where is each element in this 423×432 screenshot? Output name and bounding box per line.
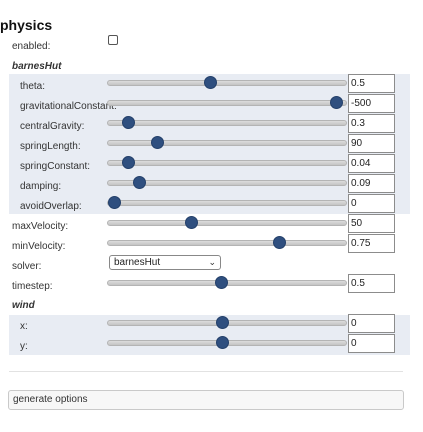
solver-label: solver: bbox=[12, 261, 42, 272]
gravitational-constant-value-input[interactable]: -500 bbox=[348, 94, 395, 113]
damping-slider[interactable] bbox=[107, 176, 347, 189]
wind-y-label: y: bbox=[20, 341, 28, 352]
min-velocity-label: minVelocity: bbox=[12, 241, 66, 252]
central-gravity-label: centralGravity: bbox=[20, 121, 85, 132]
gravitational-constant-slider-handle[interactable] bbox=[330, 96, 343, 109]
min-velocity-slider[interactable] bbox=[107, 236, 347, 249]
wind-x-label: x: bbox=[20, 321, 28, 332]
spring-length-slider[interactable] bbox=[107, 136, 347, 149]
solver-selected-value: barnesHut bbox=[114, 257, 161, 268]
damping-value-input[interactable]: 0.09 bbox=[348, 174, 395, 193]
gravitational-constant-label: gravitationalConstant: bbox=[20, 101, 117, 112]
chevron-down-icon: ⌄ bbox=[208, 257, 216, 267]
min-velocity-value-input[interactable]: 0.75 bbox=[348, 234, 395, 253]
theta-value-input[interactable]: 0.5 bbox=[348, 74, 395, 93]
gravitational-constant-slider[interactable] bbox=[107, 96, 347, 109]
theta-slider-handle[interactable] bbox=[204, 76, 217, 89]
spring-constant-value-input[interactable]: 0.04 bbox=[348, 154, 395, 173]
central-gravity-slider[interactable] bbox=[107, 116, 347, 129]
max-velocity-slider[interactable] bbox=[107, 216, 347, 229]
central-gravity-slider-handle[interactable] bbox=[122, 116, 135, 129]
divider bbox=[9, 371, 403, 372]
timestep-slider-handle[interactable] bbox=[215, 276, 228, 289]
timestep-label: timestep: bbox=[12, 281, 53, 292]
avoid-overlap-slider-handle[interactable] bbox=[108, 196, 121, 209]
barneshut-subheader: barnesHut bbox=[12, 61, 62, 72]
max-velocity-slider-handle[interactable] bbox=[185, 216, 198, 229]
timestep-slider[interactable] bbox=[107, 276, 347, 289]
wind-y-slider[interactable] bbox=[107, 336, 347, 349]
wind-subheader: wind bbox=[12, 300, 35, 311]
avoid-overlap-label: avoidOverlap: bbox=[20, 201, 82, 212]
solver-select[interactable]: barnesHut ⌄ bbox=[109, 255, 221, 270]
spring-constant-label: springConstant: bbox=[20, 161, 91, 172]
wind-y-slider-handle[interactable] bbox=[216, 336, 229, 349]
max-velocity-label: maxVelocity: bbox=[12, 221, 69, 232]
max-velocity-value-input[interactable]: 50 bbox=[348, 214, 395, 233]
generate-options-button[interactable]: generate options bbox=[8, 390, 404, 410]
wind-y-value-input[interactable]: 0 bbox=[348, 334, 395, 353]
wind-x-value-input[interactable]: 0 bbox=[348, 314, 395, 333]
physics-section-title: physics bbox=[0, 17, 53, 33]
wind-x-slider[interactable] bbox=[107, 316, 347, 329]
central-gravity-value-input[interactable]: 0.3 bbox=[348, 114, 395, 133]
spring-constant-slider-handle[interactable] bbox=[122, 156, 135, 169]
avoid-overlap-value-input[interactable]: 0 bbox=[348, 194, 395, 213]
min-velocity-slider-handle[interactable] bbox=[273, 236, 286, 249]
spring-length-value-input[interactable]: 90 bbox=[348, 134, 395, 153]
wind-x-slider-handle[interactable] bbox=[216, 316, 229, 329]
theta-label: theta: bbox=[20, 81, 46, 92]
spring-length-label: springLength: bbox=[20, 141, 81, 152]
damping-label: damping: bbox=[20, 181, 62, 192]
spring-constant-slider[interactable] bbox=[107, 156, 347, 169]
enabled-label: enabled: bbox=[12, 41, 51, 52]
theta-slider[interactable] bbox=[107, 76, 347, 89]
enabled-checkbox[interactable] bbox=[108, 35, 118, 45]
damping-slider-handle[interactable] bbox=[133, 176, 146, 189]
avoid-overlap-slider[interactable] bbox=[107, 196, 347, 209]
timestep-value-input[interactable]: 0.5 bbox=[348, 274, 395, 293]
spring-length-slider-handle[interactable] bbox=[151, 136, 164, 149]
